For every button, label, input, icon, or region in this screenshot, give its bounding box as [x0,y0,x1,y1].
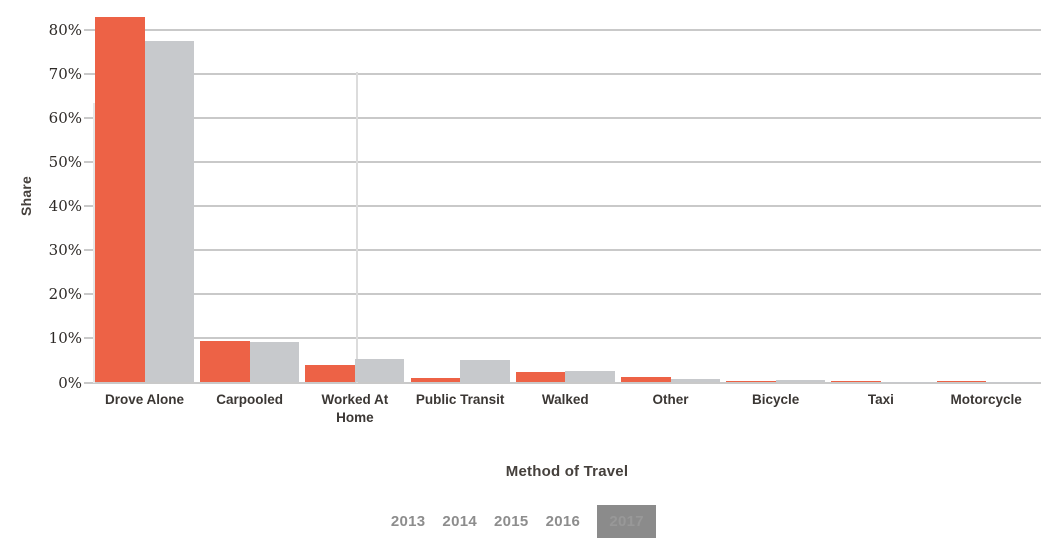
category-label: Other [652,392,689,407]
y-tick-mark [84,337,93,340]
bar-gray[interactable] [565,371,615,383]
y-tick-mark [84,381,93,384]
y-tick-label: 50% [48,152,82,171]
gridline-30 [93,249,1041,252]
bar-gray[interactable] [249,342,300,383]
y-tick-mark [84,205,93,207]
category-label: Public Transit [415,392,505,407]
gridline-10 [93,337,1041,340]
y-tick-label: 0% [58,373,82,392]
y-tick-label: 70% [48,64,82,83]
category-label: Taxi [867,392,894,407]
bar-gray[interactable] [460,360,510,383]
y-axis-title: Share [18,176,34,216]
year-button-2014[interactable]: 2014 [442,512,477,530]
bar-gray[interactable] [144,41,194,383]
bar-gray[interactable] [670,378,720,383]
y-tick-label: 40% [48,197,82,215]
x-axis-title: Method of Travel [505,463,629,480]
bar-orange[interactable] [726,380,776,383]
bar-orange[interactable] [95,17,145,383]
category-label: Motorcycle [950,392,1022,407]
category-label: Bicycle [752,392,800,407]
gridline-40 [93,205,1041,207]
year-button-2013[interactable]: 2013 [390,512,426,530]
bar-gray[interactable] [354,358,405,383]
y-tick-label: 80% [48,20,82,39]
y-tick-mark [84,28,93,31]
bar-orange[interactable] [200,341,250,383]
gridline-0 [93,381,1041,384]
gridline-60 [93,116,1041,119]
bar-gray[interactable] [775,380,826,383]
y-tick-label: 30% [48,241,82,260]
hover-guide-line [356,72,358,383]
year-button-2015[interactable]: 2015 [494,512,529,530]
category-label: Worked At Home [321,392,389,426]
y-tick-mark [84,160,93,163]
gridline-80 [93,28,1041,31]
y-tick-mark [84,293,93,296]
y-tick-label: 10% [48,329,82,348]
category-label: Walked [541,392,589,407]
year-button-2016[interactable]: 2016 [545,512,581,530]
bar-orange[interactable] [621,376,671,383]
y-tick-mark [84,249,93,252]
gridline-20 [93,293,1041,296]
y-axis-line [93,103,95,383]
gridline-70 [93,72,1041,75]
bar-orange[interactable] [936,380,987,383]
category-label: Drove Alone [104,392,185,407]
bar-orange[interactable] [831,380,881,383]
y-tick-label: 20% [48,285,82,304]
bar-orange[interactable] [410,377,461,383]
y-tick-mark [84,116,93,119]
year-selector: 2013 2014 2015 2016 2017 [0,504,1047,538]
year-button-2017[interactable]: 2017 [597,504,657,538]
category-label: Carpooled [216,392,284,407]
gridline-50 [93,160,1041,163]
y-tick-label: 60% [48,108,82,127]
y-tick-mark [84,72,93,75]
bar-orange[interactable] [305,364,355,383]
bar-gray[interactable] [880,381,931,383]
bar-gray[interactable] [986,381,1036,383]
bar-orange[interactable] [515,372,566,383]
